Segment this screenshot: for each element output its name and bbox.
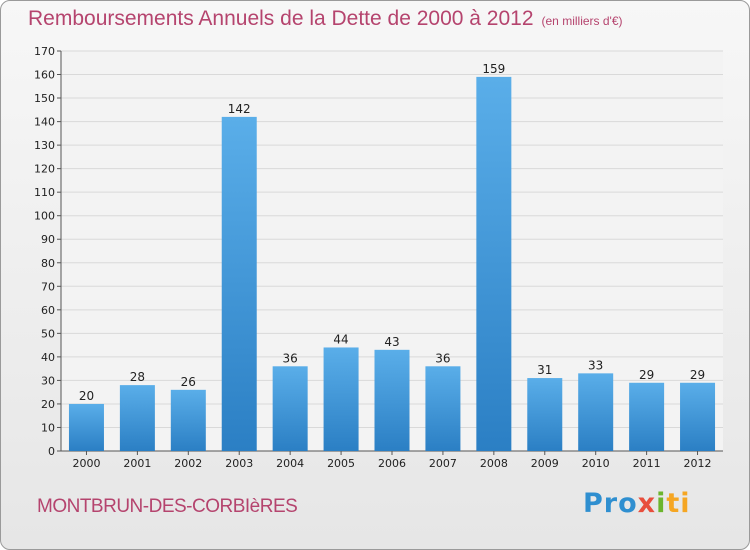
bar [578, 373, 614, 451]
chart-subtitle: (en milliers d'€) [541, 14, 623, 28]
bar-value-label: 43 [384, 335, 399, 349]
bar-value-label: 44 [333, 332, 348, 346]
bar-value-label: 31 [537, 363, 552, 377]
bar [680, 382, 716, 451]
y-tick-label: 160 [34, 69, 55, 82]
x-tick-label: 2005 [327, 457, 355, 470]
x-tick-label: 2006 [378, 457, 406, 470]
logo-part-x: x [637, 488, 657, 519]
x-tick-label: 2001 [123, 457, 151, 470]
x-tick-label: 2004 [276, 457, 304, 470]
bar [476, 76, 512, 451]
commune-name: MONTBRUN-DES-CORBIèRES [37, 496, 298, 517]
bar [68, 403, 104, 451]
y-tick-label: 40 [41, 351, 55, 364]
y-tick-label: 60 [41, 304, 55, 317]
y-tick-label: 80 [41, 257, 55, 270]
bar [119, 385, 155, 451]
bar [425, 366, 461, 451]
chart-title: Remboursements Annuels de la Dette de 20… [28, 7, 623, 31]
bar [221, 116, 257, 451]
y-tick-label: 100 [34, 210, 55, 223]
bar-value-label: 26 [181, 375, 196, 389]
bar-value-label: 36 [435, 351, 450, 365]
bar-value-label: 29 [690, 368, 705, 382]
y-tick-label: 70 [41, 280, 55, 293]
x-tick-label: 2000 [72, 457, 100, 470]
bar-value-label: 142 [228, 102, 251, 116]
y-tick-label: 120 [34, 163, 55, 176]
x-tick-label: 2007 [429, 457, 457, 470]
x-tick-label: 2012 [684, 457, 712, 470]
y-tick-label: 20 [41, 398, 55, 411]
bar-value-label: 36 [283, 351, 298, 365]
x-tick-label: 2009 [531, 457, 559, 470]
bar [629, 382, 665, 451]
y-tick-label: 30 [41, 374, 55, 387]
bar [374, 349, 410, 451]
y-tick-label: 10 [41, 421, 55, 434]
y-tick-label: 150 [34, 92, 55, 105]
proxiti-logo: Proxiti [583, 488, 691, 519]
bar [170, 389, 206, 451]
y-tick-label: 130 [34, 139, 55, 152]
y-tick-label: 140 [34, 116, 55, 129]
x-tick-label: 2003 [225, 457, 253, 470]
logo-part-ti: ti [666, 488, 691, 519]
bar [323, 347, 359, 451]
logo-part-i: i [656, 488, 667, 519]
chart-title-text: Remboursements Annuels de la Dette de 20… [28, 7, 534, 30]
bar-value-label: 159 [482, 62, 505, 76]
x-tick-label: 2011 [633, 457, 661, 470]
bar-value-label: 29 [639, 368, 654, 382]
y-tick-label: 110 [34, 186, 55, 199]
x-tick-label: 2002 [174, 457, 202, 470]
y-tick-label: 90 [41, 233, 55, 246]
x-tick-label: 2010 [582, 457, 610, 470]
bar-value-label: 33 [588, 358, 603, 372]
y-tick-label: 0 [48, 445, 55, 458]
y-tick-label: 50 [41, 327, 55, 340]
x-tick-label: 2008 [480, 457, 508, 470]
bar [272, 366, 308, 451]
logo-part-pro: Pro [583, 488, 638, 519]
y-tick-label: 170 [34, 45, 55, 58]
bar [527, 378, 563, 451]
bar-value-label: 28 [130, 370, 145, 384]
bar-value-label: 20 [79, 389, 94, 403]
